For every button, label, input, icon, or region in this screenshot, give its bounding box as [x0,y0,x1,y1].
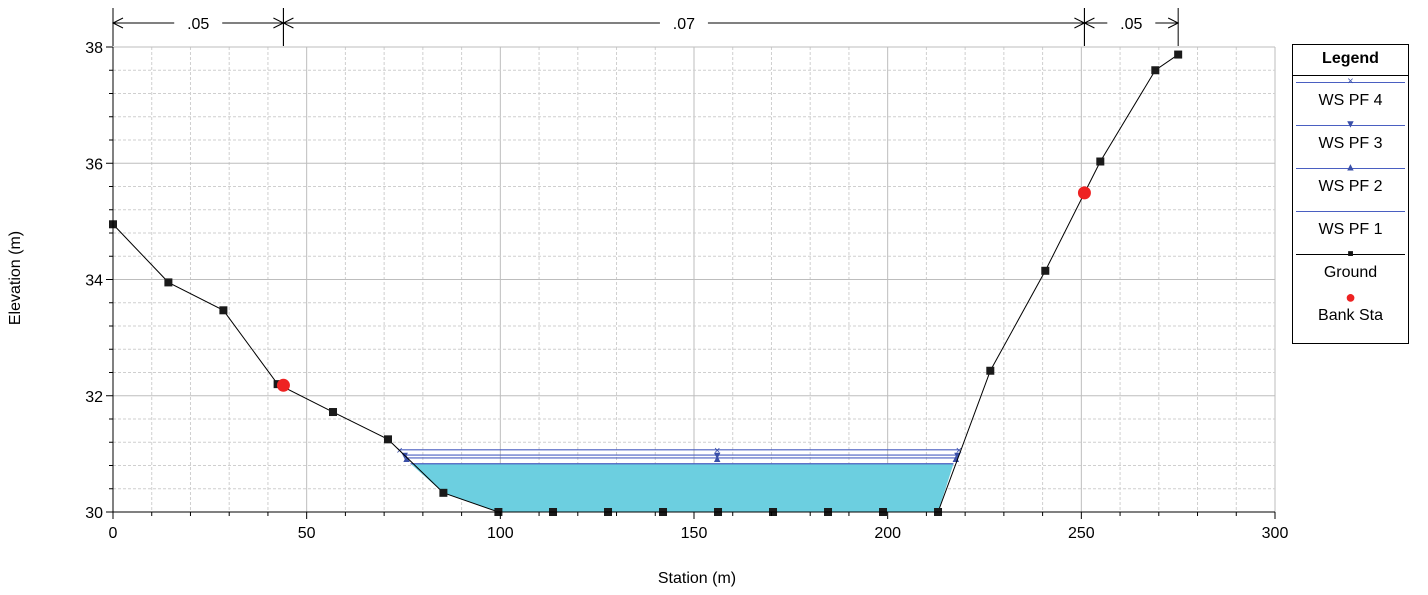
ws-marker: ▲ [950,453,961,465]
legend-label: WS PF 1 [1318,221,1383,238]
bank-station-point [1077,186,1091,200]
y-tick-label: 34 [85,273,103,290]
x-axis-label: Station (m) [658,570,736,587]
x-tick-label: 150 [681,525,708,542]
n-value-label: .05 [187,16,209,33]
legend-label: Ground [1323,264,1378,281]
ground-line [112,54,1179,513]
grid [112,46,1276,513]
bank-stations [276,186,1091,392]
y-axis-label: Elevation (m) [7,231,24,325]
ground-point [1096,157,1105,166]
water-area [410,463,954,512]
y-tick-label: 32 [85,389,103,406]
ground-point [384,435,393,444]
n-arrow-head [111,17,124,29]
y-tick-label: 36 [85,156,103,173]
mannings-n-annotations: .05 .07 .05 [111,8,1180,46]
legend-entry-ws-pf2: ▲ WS PF 2 [1293,162,1408,205]
water-surface-lines: × × ×▼ ▼ ▼▲ ▲ ▲ [396,445,962,465]
ground-point [164,278,173,287]
ws-marker: ▲ [401,453,412,465]
legend-entry-bank-sta: ● Bank Sta [1293,287,1408,334]
water-fill [410,463,954,512]
legend-entry-ws-pf1: WS PF 1 [1293,205,1408,248]
legend-label: WS PF 2 [1318,178,1383,195]
bank-station-point [276,378,290,392]
down-triangle-marker-icon: ▼ [1345,118,1356,131]
legend-label: WS PF 3 [1318,135,1383,152]
x-tick-label: 0 [109,525,118,542]
legend-line [1296,254,1405,255]
x-tick-label: 300 [1262,525,1289,542]
y-tick-label: 30 [85,505,103,522]
legend-line [1296,82,1405,83]
legend: Legend × WS PF 4 ▼ WS PF 3 ▲ WS PF 2 WS … [1292,44,1409,344]
ground-point [439,488,448,497]
ws-marker: ▲ [712,453,723,465]
legend-label: WS PF 4 [1318,92,1383,109]
axes: 0 50 100 150 200 250 300 30 32 34 36 38 [85,40,1288,542]
x-tick-label: 250 [1068,525,1095,542]
x-tick-label: 50 [298,525,316,542]
x-tick-label: 200 [874,525,901,542]
legend-entry-ws-pf3: ▼ WS PF 3 [1293,119,1408,162]
ground-point [986,366,995,375]
n-value-label: .05 [1120,16,1142,33]
y-tick-label: 38 [85,40,103,57]
n-arrow-head [1167,17,1180,29]
x-marker-icon: × [1347,75,1354,88]
legend-title: Legend [1293,45,1408,76]
square-marker-icon: ■ [1347,248,1354,260]
n-arrow-head [282,17,294,29]
n-value-label: .07 [673,16,695,33]
legend-line [1296,168,1405,169]
ground-point [1041,266,1050,275]
ws-marker: ▼ [712,450,723,462]
ground-point [1174,50,1183,59]
ground-profile [109,50,1183,516]
legend-line [1296,125,1405,126]
legend-entry-ws-pf4: × WS PF 4 [1293,76,1408,119]
ws-marker: ▼ [952,450,963,462]
x-tick-label: 100 [487,525,514,542]
legend-line [1296,211,1405,212]
up-triangle-marker-icon: ▲ [1345,161,1356,174]
ws-marker: × [956,445,962,457]
circle-marker-icon: ● [1345,287,1356,307]
ground-point [329,408,338,417]
n-arrow-head [1083,17,1095,29]
legend-entry-ground: ■ Ground [1293,248,1408,291]
legend-label: Bank Sta [1318,307,1383,324]
ground-point [1151,66,1160,75]
ws-marker: × [714,445,720,457]
ground-point [219,306,228,315]
